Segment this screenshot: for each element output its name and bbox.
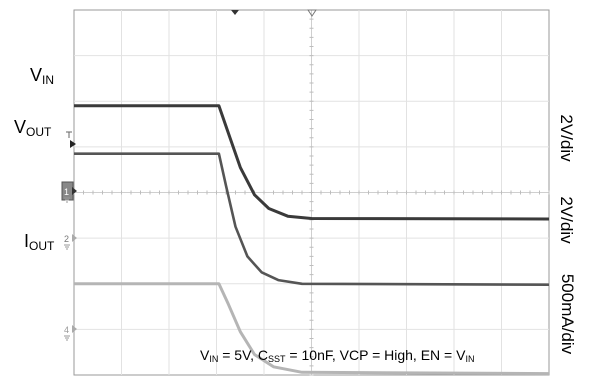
channel-1-marker: 1 <box>61 181 77 203</box>
trigger-level-icon <box>70 140 76 148</box>
iout-label: IOUT <box>24 231 55 253</box>
channel-number: 1 <box>64 187 69 197</box>
trigger-position-icon <box>231 10 239 15</box>
trace-vout <box>74 152 550 287</box>
iout-scale-label: 500mA/div <box>558 273 577 355</box>
channel-number: 2 <box>64 234 69 244</box>
vout-scale-label: 2V/div <box>557 196 576 244</box>
traces <box>74 104 550 376</box>
vin-scale-label: 2V/div <box>557 114 576 162</box>
test-conditions: VIN = 5V, CSST = 10nF, VCP = High, EN = … <box>200 347 475 364</box>
markers: 1 2 4 <box>61 9 317 341</box>
trace-vin <box>74 104 550 221</box>
trigger-marker-icon <box>66 131 72 138</box>
channel-4-marker: 4 <box>64 325 77 341</box>
time-reference-icon <box>307 9 317 17</box>
vin-label: VIN <box>30 65 55 87</box>
vout-label: VOUT <box>14 117 52 139</box>
channel-2-marker: 2 <box>64 234 77 250</box>
trace-iout <box>74 282 550 376</box>
channel-number: 4 <box>64 325 69 335</box>
grid <box>73 9 550 376</box>
